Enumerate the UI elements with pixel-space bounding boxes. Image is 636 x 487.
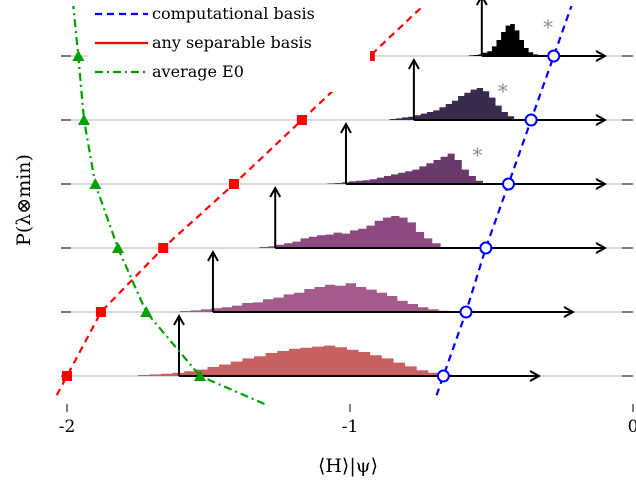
legend: computational basis any separable basis av… (88, 0, 370, 92)
histogram (259, 216, 441, 248)
legend-label: any separable basis (152, 33, 312, 52)
data-point (95, 307, 106, 317)
data-point (158, 243, 169, 253)
x-axis-label: ⟨H⟩|ψ⟩ (318, 455, 378, 477)
histogram (389, 88, 515, 120)
data-point (72, 50, 85, 61)
arrow-head (595, 178, 608, 190)
annotations: * * * (472, 15, 553, 167)
x-tick-label: -1 (342, 417, 359, 437)
histogram (180, 283, 450, 312)
x-tick-label: 0 (628, 417, 636, 437)
data-point (436, 369, 450, 383)
data-point (547, 49, 561, 63)
arrow-head (269, 185, 282, 198)
arrow-head (207, 249, 219, 262)
arrow-head (475, 0, 488, 6)
histogram-axes (173, 0, 608, 382)
y-axis-label: P(λ⊗min) (13, 154, 35, 246)
data-point (77, 114, 90, 125)
arrow-head (595, 114, 608, 126)
data-point (140, 306, 153, 317)
series-line (72, 5, 265, 406)
series-markers (62, 49, 561, 383)
arrow-head (408, 57, 420, 70)
annotation-star: * (543, 15, 553, 39)
histogram (468, 24, 543, 56)
row-baselines (61, 55, 633, 377)
series-line (435, 5, 573, 396)
legend-label: computational basis (152, 4, 315, 23)
arrow-head (563, 306, 576, 318)
data-point (194, 370, 207, 381)
arrow-head (595, 242, 608, 254)
histogram (327, 153, 483, 184)
legend-label: average E0 (152, 62, 244, 81)
histogram (137, 345, 464, 376)
data-point (524, 113, 538, 127)
data-point (501, 177, 515, 191)
data-point (479, 241, 493, 255)
annotation-star: * (498, 79, 508, 103)
histograms (137, 24, 543, 376)
arrow-head (529, 370, 542, 382)
arrow-head (173, 313, 185, 326)
legend-box (88, 0, 370, 92)
data-point (228, 179, 239, 189)
data-point (89, 178, 102, 189)
data-point (296, 115, 307, 125)
data-point (62, 371, 72, 381)
x-tick-label: -2 (59, 417, 76, 437)
x-ticks: -2 -1 0 (59, 404, 636, 437)
arrow-head (340, 121, 352, 134)
data-point (111, 242, 124, 253)
data-point (459, 305, 473, 319)
arrow-head (595, 50, 608, 62)
annotation-star: * (472, 143, 482, 167)
